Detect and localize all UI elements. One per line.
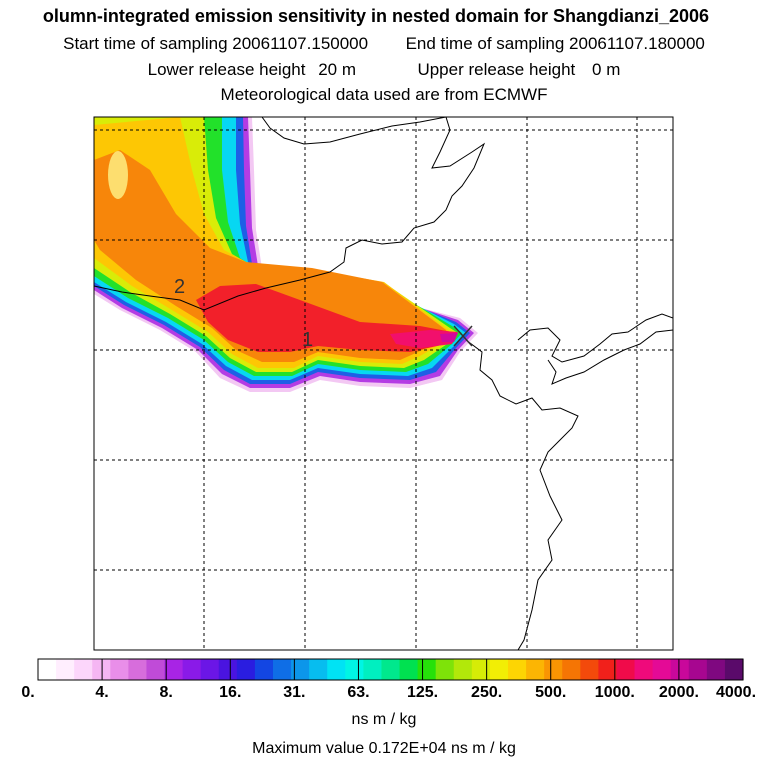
colorbar-swatch: [616, 659, 636, 680]
lower-height-value: 20 m: [318, 60, 356, 79]
max-value-number: 0.172E+04: [368, 740, 447, 757]
end-time-label: End time of sampling: [405, 34, 565, 53]
colorbar-swatch: [724, 659, 744, 680]
map-title: olumn-integrated emission sensitivity in…: [42, 6, 710, 26]
colorbar-swatch: [453, 659, 473, 680]
colorbar-swatch: [200, 659, 220, 680]
lower-height-label: Lower release height: [147, 60, 306, 79]
max-value-line: Maximum value 0.172E+04 ns m / kg: [0, 740, 768, 758]
upper-height-label: Upper release height: [417, 60, 576, 79]
colorbar-swatch: [309, 659, 328, 680]
plume-layer: [94, 117, 478, 392]
colorbar-tick-label: 0.: [21, 684, 35, 701]
colorbar-swatch: [598, 659, 618, 680]
colorbar: [37, 658, 744, 681]
colorbar-swatch: [562, 659, 581, 680]
colorbar-tick-label: 250.: [471, 684, 503, 701]
max-value-label: Maximum value: [252, 740, 365, 757]
colorbar-swatch: [670, 659, 690, 680]
colorbar-swatch: [399, 659, 419, 680]
colorbar-swatch: [327, 659, 346, 680]
end-time-value: 20061107.180000: [569, 34, 705, 53]
colorbar-tick-label: 2000.: [658, 684, 699, 701]
colorbar-swatch: [38, 659, 57, 680]
plume-label-2: 2: [174, 276, 185, 298]
colorbar-swatch: [182, 659, 202, 680]
colorbar-swatch: [634, 659, 654, 680]
release-heights: Lower release height 20 m Upper release …: [0, 60, 768, 80]
colorbar-swatch: [688, 659, 708, 680]
colorbar-swatch: [652, 659, 672, 680]
colorbar-tick-label: 31.: [283, 684, 306, 701]
colorbar-swatch: [74, 659, 93, 680]
colorbar-swatch: [146, 659, 166, 680]
colorbar-swatch: [417, 659, 437, 680]
plume-label-1: 1: [302, 329, 313, 351]
met-source: Meteorological data used are from ECMWF: [220, 85, 548, 104]
colorbar-swatch: [489, 659, 509, 680]
colorbar-swatch: [381, 659, 401, 680]
coastline-north: [94, 117, 486, 311]
colorbar-swatch: [526, 659, 545, 680]
colorbar-swatch: [580, 659, 599, 680]
map-frame: [93, 116, 674, 651]
coastlines: [94, 117, 673, 650]
colorbar-swatch: [56, 659, 75, 680]
plume-core-light: [108, 151, 128, 199]
colorbar-swatch: [544, 659, 563, 680]
peninsula-coast: [517, 313, 673, 363]
plume-contour-orange: [94, 150, 448, 362]
colorbar-frame: [37, 658, 744, 681]
colorbar-swatch: [363, 659, 383, 680]
upper-height-value: 0 m: [592, 60, 621, 79]
colorbar-swatch: [110, 659, 129, 680]
colorbar-swatch: [128, 659, 148, 680]
colorbar-tick-label: 125.: [406, 684, 439, 701]
colorbar-tick-label: 16.: [219, 684, 242, 701]
start-time-label: Start time of sampling: [63, 34, 228, 53]
colorbar-swatch: [345, 659, 364, 680]
colorbar-swatch: [273, 659, 292, 680]
max-value-units: ns m / kg: [450, 740, 516, 757]
receptor-marker: [453, 325, 473, 347]
colorbar-swatch: [706, 659, 726, 680]
colorbar-tick-label: 63.: [347, 684, 370, 701]
colorbar-units: ns m / kg: [351, 711, 417, 728]
peninsula-inner: [547, 329, 673, 385]
colorbar-swatch: [508, 659, 527, 680]
colorbar-swatch: [291, 659, 310, 680]
coastline-bay: [465, 339, 579, 650]
colorbar-tick-label: 4000.: [715, 684, 757, 701]
colorbar-swatch: [471, 659, 491, 680]
plume-contour-deep-magenta: [440, 333, 458, 342]
colorbar-swatch: [218, 659, 238, 680]
colorbar-swatch: [164, 659, 184, 680]
plume-contour-red: [196, 284, 452, 352]
northern-border: [261, 117, 447, 145]
lat-lon-grid: [94, 117, 673, 650]
start-time-value: 20061107.150000: [232, 34, 369, 53]
colorbar-swatch: [236, 659, 256, 680]
colorbar-tick-label: 4.: [95, 684, 109, 701]
colorbar-swatch: [254, 659, 274, 680]
colorbar-tick-label: 8.: [159, 684, 173, 701]
colorbar-tick-label: 500.: [535, 684, 567, 701]
colorbar-swatch: [435, 659, 455, 680]
sampling-times: Start time of sampling 20061107.150000 E…: [0, 34, 768, 54]
colorbar-tick-label: 1000.: [594, 684, 635, 701]
colorbar-swatch: [92, 659, 111, 680]
